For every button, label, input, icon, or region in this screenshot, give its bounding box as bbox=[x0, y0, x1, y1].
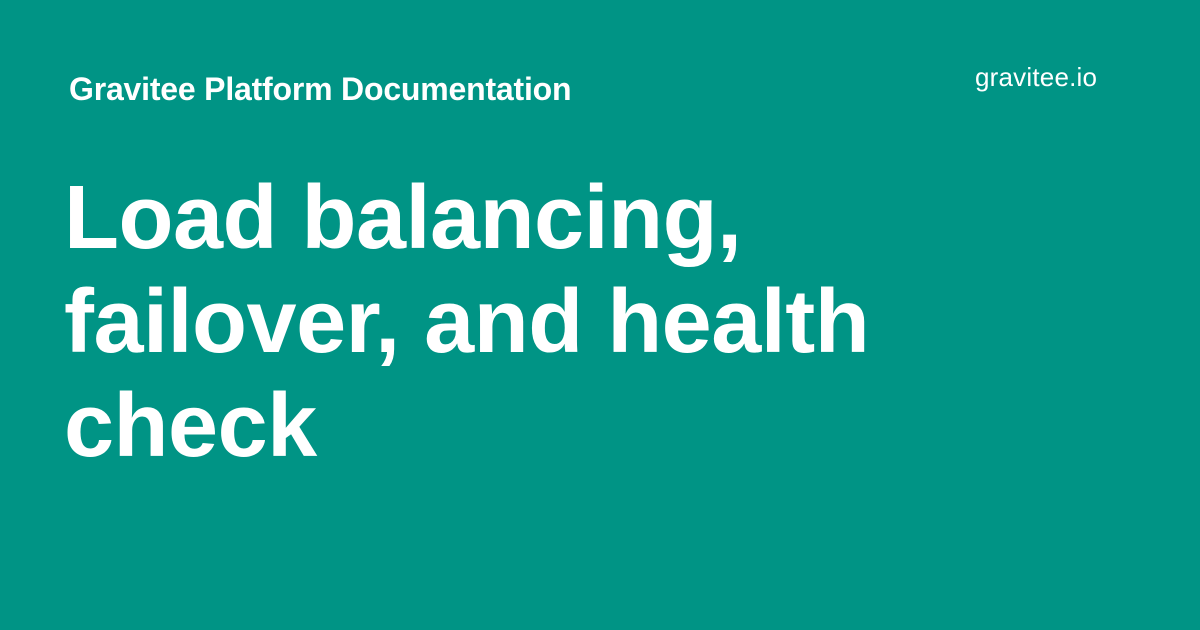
page-title-line-1: Load balancing, bbox=[64, 168, 742, 268]
logo-wordmark: gravitee bbox=[975, 62, 1070, 92]
page-title: Load balancing, failover, and health che… bbox=[64, 166, 944, 478]
site-title: Gravitee Platform Documentation bbox=[69, 71, 572, 107]
logo-suffix: .io bbox=[1069, 62, 1098, 92]
gravitee-logo: gravitee.io bbox=[975, 60, 1097, 94]
page-title-line-2: failover, and health bbox=[64, 272, 870, 372]
page-title-line-3: check bbox=[64, 376, 317, 476]
